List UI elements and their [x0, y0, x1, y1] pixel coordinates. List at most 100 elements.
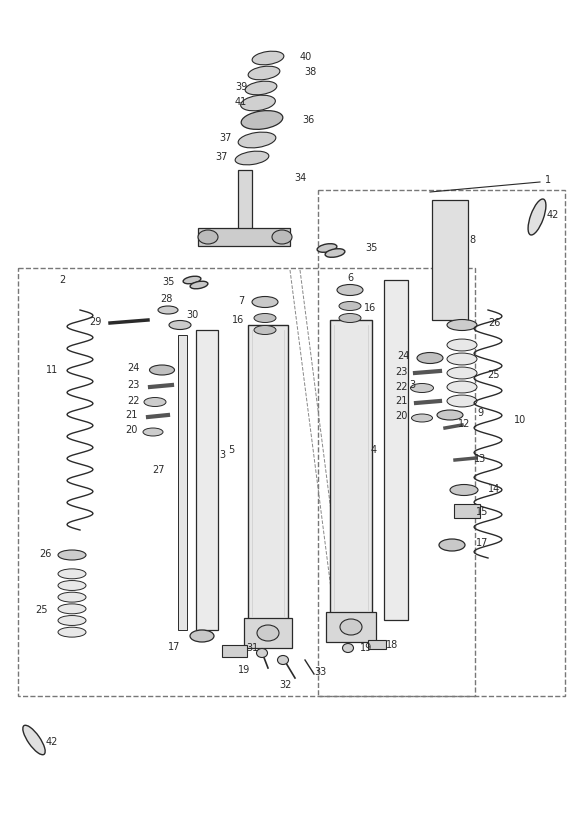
Ellipse shape [241, 110, 283, 129]
Text: 28: 28 [160, 294, 172, 304]
Text: 36: 36 [302, 115, 314, 125]
Text: 19: 19 [238, 665, 250, 675]
Ellipse shape [254, 313, 276, 322]
Text: 14: 14 [488, 484, 500, 494]
Text: 16: 16 [232, 315, 244, 325]
Ellipse shape [248, 66, 280, 80]
Ellipse shape [417, 353, 443, 363]
Bar [198, 228, 290, 246]
Ellipse shape [238, 132, 276, 147]
Text: 24: 24 [398, 351, 410, 361]
Text: 31: 31 [246, 643, 258, 653]
Text: 7: 7 [238, 296, 244, 306]
Ellipse shape [58, 604, 86, 614]
Bar [384, 280, 408, 620]
Ellipse shape [528, 199, 546, 235]
Ellipse shape [183, 276, 201, 283]
Bar [222, 645, 247, 657]
Text: 4: 4 [371, 445, 377, 455]
Ellipse shape [58, 569, 86, 578]
Bar [368, 640, 386, 649]
Text: 19: 19 [360, 643, 372, 653]
Bar [318, 190, 565, 696]
Text: 18: 18 [386, 640, 398, 650]
Ellipse shape [339, 313, 361, 322]
Ellipse shape [447, 395, 477, 407]
Text: 23: 23 [396, 367, 408, 377]
Text: 32: 32 [279, 680, 291, 690]
Text: 33: 33 [314, 667, 326, 677]
Text: 29: 29 [90, 317, 102, 327]
Ellipse shape [58, 616, 86, 625]
Ellipse shape [158, 306, 178, 314]
Text: 35: 35 [163, 277, 175, 287]
Ellipse shape [272, 230, 292, 244]
Ellipse shape [245, 82, 277, 95]
Text: 20: 20 [125, 425, 138, 435]
Ellipse shape [339, 302, 361, 311]
Ellipse shape [143, 428, 163, 436]
Ellipse shape [410, 383, 434, 392]
Text: 41: 41 [235, 97, 247, 107]
Text: 17: 17 [168, 642, 180, 652]
Ellipse shape [317, 244, 337, 252]
Text: 38: 38 [304, 67, 316, 77]
Bar [248, 325, 288, 620]
Bar [178, 335, 187, 630]
Bar [432, 200, 468, 320]
Ellipse shape [340, 619, 362, 635]
Ellipse shape [439, 539, 465, 551]
Bar [238, 170, 252, 232]
Ellipse shape [58, 627, 86, 637]
Ellipse shape [447, 339, 477, 351]
Text: 39: 39 [235, 82, 247, 92]
Text: 5: 5 [228, 445, 234, 455]
Text: 37: 37 [216, 152, 228, 162]
Text: 1: 1 [545, 175, 551, 185]
Text: 30: 30 [186, 310, 198, 320]
Text: 15: 15 [476, 507, 488, 517]
Bar [326, 612, 376, 642]
Text: 21: 21 [125, 410, 138, 420]
Text: 11: 11 [46, 365, 58, 375]
Ellipse shape [325, 249, 345, 257]
Ellipse shape [144, 397, 166, 406]
Ellipse shape [169, 321, 191, 330]
Text: 35: 35 [366, 243, 378, 253]
Text: 22: 22 [128, 396, 140, 406]
Text: 3: 3 [219, 450, 225, 460]
Ellipse shape [149, 365, 174, 375]
Text: 6: 6 [347, 273, 353, 283]
Text: 9: 9 [477, 408, 483, 418]
Ellipse shape [257, 648, 268, 658]
Ellipse shape [58, 550, 86, 560]
Text: 24: 24 [128, 363, 140, 373]
Text: 10: 10 [514, 415, 526, 425]
Ellipse shape [58, 592, 86, 602]
Ellipse shape [252, 51, 284, 65]
Ellipse shape [198, 230, 218, 244]
Text: 23: 23 [128, 380, 140, 390]
Ellipse shape [241, 96, 275, 110]
Text: 3: 3 [409, 380, 415, 390]
Text: 37: 37 [219, 133, 231, 143]
Ellipse shape [437, 410, 463, 420]
Ellipse shape [337, 284, 363, 296]
Text: 27: 27 [153, 465, 165, 475]
Ellipse shape [190, 630, 214, 642]
Ellipse shape [412, 414, 433, 422]
Text: 2: 2 [59, 275, 65, 285]
Text: 12: 12 [458, 419, 470, 429]
Text: 26: 26 [488, 318, 500, 328]
Ellipse shape [252, 297, 278, 307]
Text: 26: 26 [39, 549, 51, 559]
Text: 42: 42 [46, 737, 58, 747]
Text: 8: 8 [469, 235, 475, 245]
Ellipse shape [23, 725, 45, 755]
Text: 21: 21 [396, 396, 408, 406]
Ellipse shape [342, 644, 353, 653]
Text: 34: 34 [294, 173, 306, 183]
Text: 25: 25 [488, 370, 500, 380]
Ellipse shape [58, 581, 86, 591]
Bar [330, 320, 372, 615]
